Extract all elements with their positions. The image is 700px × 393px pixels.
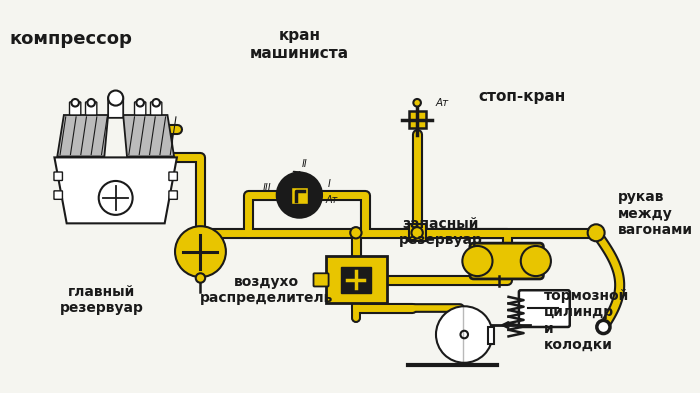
Circle shape (71, 99, 79, 107)
Circle shape (463, 246, 493, 276)
FancyBboxPatch shape (169, 191, 177, 199)
Text: I: I (328, 179, 330, 189)
Text: воздухо
распределитель: воздухо распределитель (199, 275, 333, 305)
Text: Ат: Ат (436, 98, 449, 108)
Circle shape (196, 273, 205, 283)
FancyBboxPatch shape (470, 243, 543, 279)
Circle shape (276, 173, 322, 218)
Circle shape (88, 99, 95, 107)
FancyBboxPatch shape (108, 97, 123, 118)
Circle shape (350, 227, 362, 239)
Polygon shape (488, 327, 494, 344)
Circle shape (153, 99, 160, 107)
FancyBboxPatch shape (314, 273, 328, 286)
Polygon shape (57, 115, 108, 156)
Text: компрессор: компрессор (10, 30, 133, 48)
FancyBboxPatch shape (134, 102, 146, 115)
Circle shape (412, 227, 423, 239)
FancyBboxPatch shape (54, 191, 62, 199)
Text: III: III (262, 183, 271, 193)
Circle shape (175, 226, 226, 277)
Text: кран
машиниста: кран машиниста (250, 28, 349, 61)
Text: II: II (301, 159, 307, 169)
Text: рукав
между
вагонами: рукав между вагонами (618, 190, 693, 237)
FancyBboxPatch shape (519, 290, 570, 327)
Text: стоп-кран: стоп-кран (478, 89, 566, 104)
FancyBboxPatch shape (150, 102, 162, 115)
Polygon shape (123, 115, 174, 156)
Circle shape (414, 99, 421, 107)
Text: Ат: Ат (326, 195, 338, 205)
FancyBboxPatch shape (291, 187, 308, 204)
FancyBboxPatch shape (85, 102, 97, 115)
Circle shape (521, 246, 551, 276)
FancyBboxPatch shape (409, 224, 426, 241)
Polygon shape (55, 158, 177, 223)
Circle shape (108, 90, 123, 106)
FancyBboxPatch shape (69, 102, 80, 115)
FancyBboxPatch shape (54, 172, 62, 180)
Circle shape (588, 224, 605, 241)
FancyBboxPatch shape (409, 111, 426, 128)
Text: тормозной
цилиндр
и
колодки: тормозной цилиндр и колодки (545, 289, 629, 352)
Circle shape (99, 181, 132, 215)
FancyBboxPatch shape (169, 172, 177, 180)
Circle shape (597, 320, 610, 334)
Circle shape (136, 99, 144, 107)
Text: запасный
резервуар: запасный резервуар (399, 217, 482, 247)
Circle shape (436, 306, 493, 363)
Circle shape (461, 331, 468, 338)
Text: главный
резервуар: главный резервуар (60, 285, 144, 315)
FancyBboxPatch shape (341, 267, 371, 293)
FancyBboxPatch shape (326, 256, 387, 303)
